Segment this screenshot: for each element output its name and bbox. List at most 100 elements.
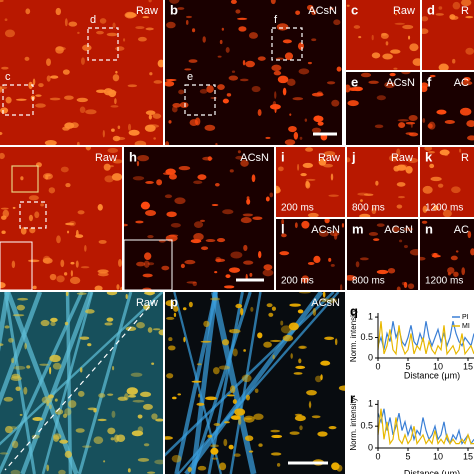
roi-box <box>271 27 303 61</box>
structure <box>455 250 459 253</box>
structure <box>272 354 275 360</box>
structure <box>168 234 179 237</box>
structure <box>341 223 345 228</box>
structure <box>278 166 284 172</box>
legend-label: PI <box>462 314 469 321</box>
structure <box>215 142 218 145</box>
structure <box>126 387 138 395</box>
structure <box>87 407 97 411</box>
structure <box>112 22 116 29</box>
structure <box>134 140 147 145</box>
structure <box>165 436 173 440</box>
structure <box>115 46 125 51</box>
panel-letter: l <box>281 221 285 236</box>
structure <box>40 203 44 207</box>
structure <box>11 357 15 364</box>
structure <box>322 292 326 298</box>
structure <box>52 362 62 370</box>
cut-line <box>4 299 156 471</box>
structure <box>374 124 384 129</box>
structure <box>323 150 336 157</box>
structure <box>55 7 62 16</box>
structure <box>132 176 145 181</box>
image-background <box>276 147 345 217</box>
structure <box>375 180 379 186</box>
structure <box>275 57 284 60</box>
structure <box>438 63 449 70</box>
structure <box>424 147 433 151</box>
structure <box>143 260 150 268</box>
structure <box>371 52 381 59</box>
structure <box>177 7 185 10</box>
structure <box>429 163 435 169</box>
structure <box>79 367 83 373</box>
y-tick-label: 0.5 <box>360 332 373 342</box>
x-axis-label: Distance (μm) <box>404 468 460 474</box>
structure <box>158 329 163 336</box>
structure <box>297 42 304 50</box>
structure <box>35 103 46 108</box>
structure <box>460 80 473 86</box>
structure <box>55 46 64 54</box>
structure <box>116 284 120 290</box>
structure <box>276 23 289 31</box>
structure <box>196 402 205 406</box>
structure <box>137 414 143 419</box>
structure <box>136 160 140 167</box>
structure <box>120 286 122 290</box>
structure <box>70 261 75 265</box>
structure <box>428 121 436 130</box>
roi-label: e <box>187 71 193 83</box>
structure <box>376 269 389 275</box>
x-tick-label: 15 <box>463 361 473 371</box>
x-tick-label: 10 <box>433 361 443 371</box>
structure <box>188 59 198 63</box>
image-background <box>0 0 163 145</box>
structure <box>96 30 104 35</box>
panel-tag: ACsN <box>308 5 337 17</box>
structure <box>225 274 231 279</box>
structure <box>251 86 261 93</box>
structure <box>271 64 282 72</box>
structure <box>277 75 289 84</box>
structure <box>266 303 273 308</box>
structure <box>403 244 408 249</box>
structure <box>410 122 413 128</box>
structure <box>206 85 214 93</box>
structure <box>180 263 185 269</box>
structure <box>225 47 230 53</box>
structure <box>41 396 52 404</box>
image-content <box>347 219 418 290</box>
structure <box>293 131 299 140</box>
structure <box>245 60 255 68</box>
structure <box>217 55 222 58</box>
structure <box>246 198 251 205</box>
structure <box>64 122 75 129</box>
panel-letter: i <box>281 149 285 164</box>
structure <box>263 264 273 271</box>
structure <box>97 418 107 422</box>
image-background <box>422 0 474 70</box>
structure <box>240 307 244 316</box>
structure <box>435 13 444 16</box>
structure <box>316 115 321 121</box>
inset <box>0 241 33 291</box>
structure <box>77 210 85 215</box>
structure <box>168 173 177 180</box>
structure <box>77 31 80 35</box>
structure <box>193 233 204 241</box>
structure <box>228 444 234 450</box>
structure <box>95 89 107 93</box>
structure <box>172 396 177 400</box>
x-tick-label: 0 <box>375 361 380 371</box>
structure <box>422 118 426 123</box>
structure <box>62 69 70 75</box>
structure <box>421 220 428 224</box>
structure <box>114 434 120 443</box>
structure <box>235 9 241 14</box>
y-tick-label: 0 <box>368 442 373 452</box>
structure <box>87 343 92 347</box>
time-label: 1200 ms <box>425 203 463 214</box>
structure <box>85 309 95 314</box>
structure <box>106 292 118 296</box>
